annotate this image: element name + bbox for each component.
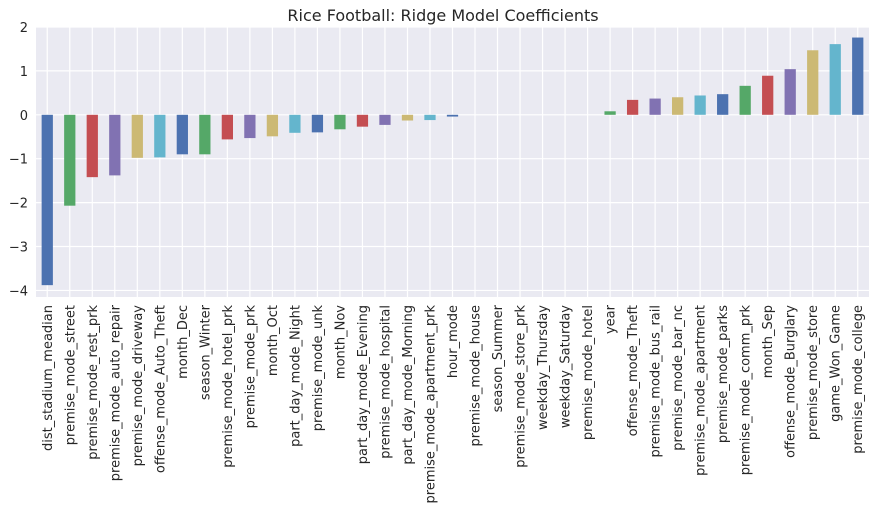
- bar: [649, 98, 661, 115]
- bar: [379, 114, 391, 125]
- bar: [266, 114, 279, 137]
- x-tick-label: premise_mode_comm_prk: [739, 305, 754, 476]
- x-tick-label: season_Winter: [198, 304, 213, 400]
- bar: [626, 99, 639, 115]
- x-tick-label: offense_mode_Burglary: [784, 305, 799, 458]
- x-tick-label: premise_mode_prk: [243, 305, 258, 429]
- y-tick-label: −2: [9, 197, 28, 212]
- x-tick-label: premise_mode_rest_prk: [86, 305, 101, 460]
- bar-series: [41, 37, 864, 286]
- x-tick-label: premise_mode_auto_repair: [108, 304, 123, 481]
- x-tick-label: premise_mode_hotel: [581, 305, 596, 440]
- x-tick-label: month_Dec: [176, 305, 191, 379]
- bar: [176, 114, 188, 155]
- bar: [446, 114, 459, 117]
- bar: [717, 94, 729, 115]
- y-tick-label: −1: [9, 153, 28, 168]
- x-tick-label: premise_mode_driveway: [131, 305, 146, 467]
- x-tick-label: weekday_Saturday: [559, 305, 574, 428]
- x-tick-label: premise_mode_hospital: [378, 305, 393, 459]
- bar: [311, 114, 324, 133]
- bar: [199, 114, 211, 155]
- x-tick-label: premise_mode_store: [806, 305, 821, 440]
- bar: [41, 114, 53, 286]
- x-tick-label: year: [604, 304, 619, 334]
- bar: [784, 69, 796, 115]
- bar: [604, 111, 616, 115]
- bar: [244, 114, 256, 139]
- x-tick-label: premise_mode_street: [63, 305, 78, 445]
- x-tick-label: part_day_mode_Evening: [356, 305, 371, 464]
- bar: [86, 114, 98, 178]
- bar: [694, 95, 706, 115]
- y-tick-label: 0: [20, 109, 28, 124]
- bar: [852, 37, 864, 115]
- x-tick-label: part_day_mode_Night: [288, 305, 303, 447]
- x-tick-label: premise_mode_store_prk: [514, 305, 529, 468]
- bar: [289, 114, 301, 133]
- x-tick-label: premise_mode_bar_nc: [671, 305, 686, 451]
- x-tick-label: premise_mode_college: [851, 305, 866, 454]
- x-tick-label: part_day_mode_Morning: [401, 305, 416, 465]
- x-tick-label: premise_mode_unk: [311, 305, 326, 432]
- x-tick-label: offense_mode_Theft: [626, 305, 641, 436]
- bar: [672, 97, 684, 115]
- x-tick-label: game_Won_Game: [829, 305, 844, 422]
- x-tick-label: season_Summer: [491, 304, 506, 412]
- x-axis: dist_stadium_meadian premise_mode_street p…: [41, 304, 866, 503]
- x-tick-label: month_Sep: [761, 305, 776, 378]
- x-tick-label: premise_mode_parks: [716, 305, 731, 443]
- bar: [762, 75, 774, 115]
- x-tick-label: premise_mode_apartment_prk: [423, 305, 438, 504]
- chart-title: Rice Football: Ridge Model Coefficients: [287, 6, 598, 25]
- bar: [829, 44, 841, 115]
- bar: [807, 50, 819, 115]
- y-tick-label: 1: [20, 65, 28, 80]
- x-tick-label: premise_mode_apartment: [694, 305, 709, 476]
- y-tick-label: −4: [9, 284, 28, 299]
- x-tick-label: dist_stadium_meadian: [41, 305, 56, 451]
- x-tick-label: hour_mode: [446, 305, 461, 378]
- bar: [334, 114, 346, 130]
- bar: [739, 85, 751, 115]
- bar: [356, 114, 369, 127]
- bar: [424, 114, 436, 121]
- x-tick-label: weekday_Thursday: [536, 305, 551, 430]
- x-tick-label: premise_mode_bus_rail: [649, 305, 664, 458]
- y-axis: −4 −3 −2 −1 0 1 2: [9, 21, 28, 299]
- bar: [221, 114, 233, 140]
- x-tick-label: offense_mode_Auto_Theft: [153, 305, 168, 473]
- y-tick-label: −3: [9, 241, 28, 256]
- bar: [64, 114, 76, 206]
- bar: [109, 114, 121, 176]
- x-tick-label: month_Nov: [333, 305, 348, 379]
- x-tick-label: premise_mode_house: [469, 305, 484, 446]
- bar: [401, 114, 414, 121]
- bar: [154, 114, 166, 158]
- y-tick-label: 2: [20, 21, 28, 36]
- x-tick-label: premise_mode_hotel_prk: [221, 305, 236, 468]
- bar: [131, 114, 143, 158]
- x-tick-label: month_Oct: [266, 305, 281, 376]
